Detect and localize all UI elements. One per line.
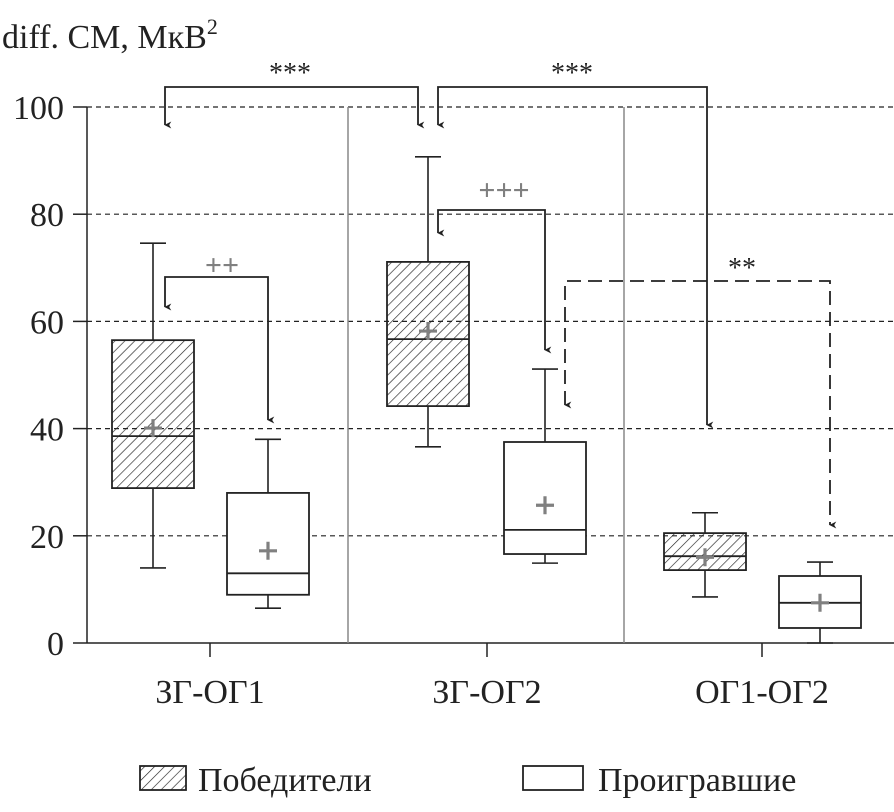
significance-bracket <box>437 209 552 354</box>
significance-label: *** <box>269 58 311 89</box>
y-tick-label: 0 <box>47 626 64 663</box>
significance-bracket <box>437 86 714 429</box>
significance-bracket <box>164 86 425 129</box>
x-tick-label: ЗГ-ОГ2 <box>432 674 541 711</box>
significance-label: +++ <box>478 174 529 207</box>
y-tick-label: 100 <box>13 90 64 127</box>
mean-marker <box>259 541 277 560</box>
x-tick-label: ОГ1-ОГ2 <box>695 674 829 711</box>
y-tick-label: 20 <box>30 519 64 556</box>
significance-label: ++ <box>205 249 239 282</box>
mean-marker <box>144 419 162 438</box>
mean-marker <box>419 322 437 341</box>
x-tick-label: ЗГ-ОГ1 <box>155 674 264 711</box>
mean-marker <box>811 593 829 612</box>
y-tick-label: 60 <box>30 304 64 341</box>
significance-label: *** <box>551 58 593 89</box>
mean-marker <box>536 496 554 515</box>
significance-label: ** <box>728 253 756 284</box>
legend-label: Победители <box>198 762 372 799</box>
y-tick-label: 80 <box>30 197 64 234</box>
legend-swatch <box>139 765 187 791</box>
legend-swatch <box>522 765 584 791</box>
significance-bracket <box>164 276 275 424</box>
box <box>111 339 195 489</box>
significance-bracket <box>564 280 837 529</box>
mean-marker <box>696 548 714 567</box>
y-tick-label: 40 <box>30 412 64 449</box>
y-axis-label: diff. СМ, МкВ2 <box>2 14 218 56</box>
legend-label: Проигравшие <box>598 762 796 799</box>
